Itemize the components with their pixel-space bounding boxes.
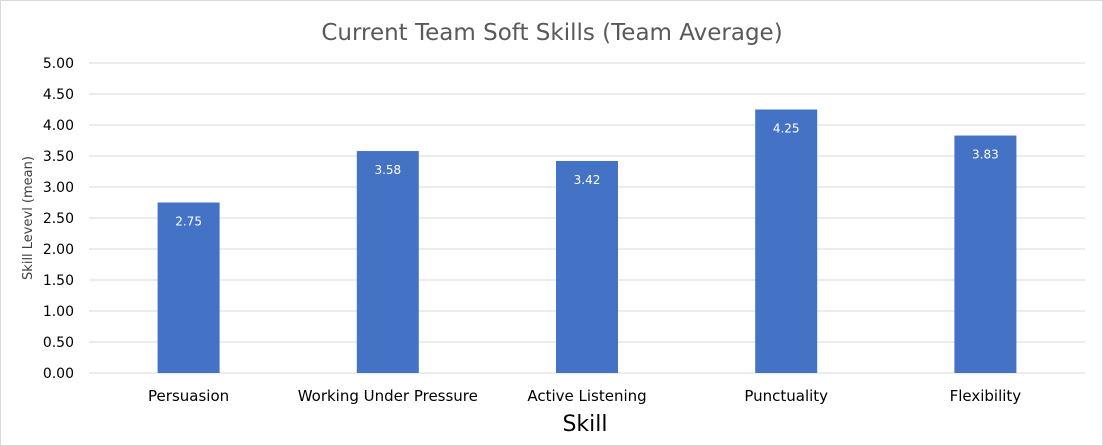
bar	[157, 202, 220, 373]
category-label: Persuasion	[148, 387, 229, 405]
y-tick-label: 4.50	[43, 87, 74, 103]
data-label: 3.42	[574, 173, 601, 187]
x-axis-categories: Persuasion Working Under Pressure Active L…	[148, 387, 1021, 405]
data-labels: 2.75 3.58 3.42 4.25 3.83	[175, 122, 999, 229]
y-tick-label: 0.00	[43, 366, 74, 382]
bar	[755, 109, 818, 373]
y-tick-label: 3.50	[43, 149, 74, 165]
bar	[556, 160, 618, 373]
bar	[356, 151, 419, 373]
y-tick-label: 2.00	[43, 242, 74, 258]
category-label: Punctuality	[744, 387, 828, 405]
y-tick-label: 5.00	[43, 56, 74, 72]
y-tick-label: 2.50	[43, 211, 74, 227]
y-tick-label: 1.00	[43, 304, 74, 320]
category-label: Working Under Pressure	[298, 387, 478, 405]
data-label: 2.75	[175, 215, 202, 229]
data-label: 3.58	[374, 163, 401, 177]
y-axis-label: Skill Levevl (mean)	[21, 156, 36, 280]
data-label: 3.83	[972, 148, 999, 162]
chart-title: Current Team Soft Skills (Team Average)	[321, 20, 782, 46]
category-label: Active Listening	[527, 387, 646, 405]
bar	[954, 135, 1017, 373]
y-tick-label: 1.50	[43, 273, 74, 289]
bars	[157, 109, 1017, 373]
data-label: 4.25	[773, 122, 800, 136]
y-axis-ticks: 0.00 0.50 1.00 1.50 2.00 2.50 3.00 3.50 4.00 4.50…	[43, 56, 74, 382]
x-axis-label: Skill	[562, 412, 607, 437]
y-tick-label: 0.50	[43, 335, 74, 351]
category-label: Flexibility	[950, 387, 1022, 405]
y-tick-label: 4.00	[43, 118, 74, 134]
y-tick-label: 3.00	[43, 180, 74, 196]
